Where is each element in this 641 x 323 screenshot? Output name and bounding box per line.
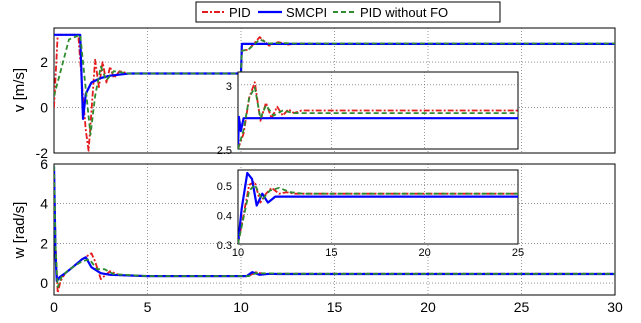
bottom-series-pid-without-fo — [54, 165, 615, 289]
bottom-lines — [54, 165, 615, 294]
bottom-x-tick-label: 0 — [50, 299, 58, 315]
bottom-x-tick-label: 20 — [420, 299, 436, 315]
legend-label-pid-without-fo: PID without FO — [360, 5, 448, 20]
bottom-inset-x-tick-label: 15 — [325, 247, 337, 259]
bottom-inset-series-pid — [238, 180, 518, 244]
top-inset-series-smcpi — [238, 115, 518, 149]
top-inset-y-tick-labels: 2.53 — [217, 81, 232, 157]
bottom-x-tick-label: 30 — [607, 299, 623, 315]
top-y-tick-label: 2 — [40, 54, 48, 70]
bottom-x-tick-label: 25 — [514, 299, 530, 315]
legend: PID SMCPI PID without FO — [195, 1, 501, 23]
bottom-inset-y-tick-label: 0.4 — [217, 210, 232, 222]
top-inset-series-pid — [238, 81, 518, 149]
bottom-x-tick-label: 15 — [327, 299, 343, 315]
bottom-y-tick-label: 4 — [40, 196, 48, 212]
bottom-y-tick-label: 6 — [40, 156, 48, 172]
bottom-inset-series-pid-without-fo — [238, 183, 518, 244]
bottom-inset-grid — [238, 170, 518, 244]
bottom-y-tick-label: 0 — [40, 275, 48, 291]
top-y-tick-label: 0 — [40, 100, 48, 116]
legend-label-smcpi: SMCPI — [286, 5, 327, 20]
bottom-inset-x-tick-label: 10 — [232, 247, 244, 259]
top-y-axis-label: v [m/s] — [11, 68, 28, 112]
top-inset-grid — [238, 72, 518, 149]
top-series-pid-without-fo — [54, 33, 615, 136]
top-y-tick-labels: -2 0 2 — [36, 54, 49, 161]
bottom-inset-x-tick-labels: 10 15 20 25 — [232, 247, 524, 259]
bottom-x-tick-labels: 0 5 10 15 20 25 30 — [50, 299, 623, 315]
bottom-inset-x-tick-label: 25 — [512, 247, 524, 259]
top-y-tick-label: -2 — [36, 145, 49, 161]
bottom-y-axis-label: w [rad/s] — [11, 202, 28, 260]
legend-label-pid: PID — [229, 5, 251, 20]
top-inset-y-tick-label: 3 — [226, 81, 232, 93]
legend-box — [195, 1, 501, 23]
top-inset: 2.53 — [217, 71, 519, 157]
top-inset-lines — [238, 81, 518, 149]
bottom-x-tick-label: 5 — [144, 299, 152, 315]
top-inset-y-tick-label: 2.5 — [217, 145, 232, 157]
top-inset-series-pid-without-fo — [238, 86, 518, 149]
bottom-inset-series-smcpi — [238, 171, 518, 244]
top-subplot: -202 v [m/s] 2.53 — [11, 27, 616, 161]
top-lines — [54, 33, 615, 152]
top-grid — [54, 28, 615, 153]
bottom-inset-y-tick-label: 0.5 — [217, 181, 232, 193]
bottom-inset: 0.3 0.4 0.5 10 15 20 25 — [217, 169, 524, 259]
bottom-inset-x-tick-label: 20 — [419, 247, 431, 259]
bottom-inset-lines — [238, 171, 518, 244]
bottom-y-tick-label: 2 — [40, 235, 48, 251]
bottom-inset-frame — [237, 169, 519, 245]
bottom-x-tick-label: 10 — [233, 299, 249, 315]
bottom-y-tick-labels: 0 2 4 6 — [40, 156, 48, 291]
bottom-inset-y-tick-label: 0.3 — [217, 240, 232, 252]
bottom-inset-y-tick-labels: 0.3 0.4 0.5 — [217, 181, 232, 252]
bottom-subplot: 0 2 4 6 0 5 10 15 20 25 30 w [rad/s] 0.3 0.4 0.5 10… — [11, 156, 623, 315]
